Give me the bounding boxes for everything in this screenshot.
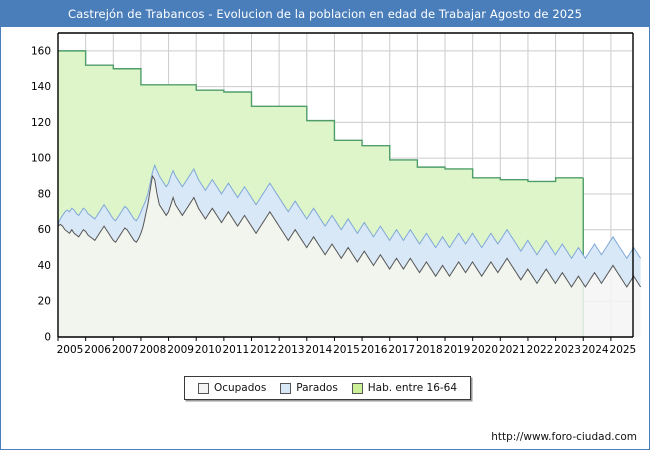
y-axis-tick-label: 160: [31, 45, 51, 57]
page-title: Castrejón de Trabancos - Evolucion de la…: [68, 7, 582, 21]
legend-item-ocupados: Ocupados: [197, 382, 267, 394]
y-axis-tick-label: 20: [38, 296, 51, 308]
x-axis-tick-label: 2014: [305, 344, 332, 356]
x-axis-tick-label: 2020: [471, 344, 498, 356]
x-axis-tick-label: 2021: [499, 344, 526, 356]
x-axis-tick-label: 2016: [361, 344, 388, 356]
y-axis-tick-label: 100: [31, 153, 51, 165]
x-axis-tick-label: 2010: [195, 344, 222, 356]
legend-label-parados: Parados: [296, 382, 338, 394]
legend-swatch-ocupados: [197, 382, 209, 394]
x-axis-tick-label: 2024: [582, 344, 609, 356]
x-axis-tick-label: 2022: [527, 344, 554, 356]
legend-item-habitantes: Hab. entre 16-64: [351, 382, 458, 394]
y-axis-tick-label: 120: [31, 117, 51, 129]
x-axis-tick-label: 2007: [112, 344, 139, 356]
legend-swatch-parados: [280, 382, 292, 394]
x-axis-tick-label: 2008: [140, 344, 167, 356]
legend-label-habitantes: Hab. entre 16-64: [367, 382, 458, 394]
x-axis-tick-label: 2009: [167, 344, 194, 356]
x-axis-tick-label: 2018: [416, 344, 443, 356]
legend-label-ocupados: Ocupados: [213, 382, 267, 394]
x-axis-tick-label: 2011: [222, 344, 249, 356]
chart-legend: Ocupados Parados Hab. entre 16-64: [184, 376, 471, 400]
y-axis-tick-label: 140: [31, 81, 51, 93]
legend-swatch-habitantes: [351, 382, 363, 394]
x-axis-tick-label: 2019: [444, 344, 471, 356]
y-axis-tick-label: 0: [44, 332, 51, 344]
x-axis-tick-label: 2005: [57, 344, 84, 356]
x-axis-tick-label: 2006: [84, 344, 111, 356]
plot-container: FORO-CIUDAD.COM 020406080100120140160200…: [1, 27, 649, 425]
x-axis-tick-label: 2012: [250, 344, 277, 356]
source-url: http://www.foro-ciudad.com: [491, 431, 637, 443]
y-axis-tick-label: 60: [38, 224, 51, 236]
x-axis-tick-label: 2023: [554, 344, 581, 356]
x-axis-tick-label: 2013: [278, 344, 305, 356]
window-title-bar: Castrejón de Trabancos - Evolucion de la…: [1, 1, 649, 27]
legend-item-parados: Parados: [280, 382, 338, 394]
x-axis-tick-label: 2015: [333, 344, 360, 356]
population-chart: 0 20 40 60 80 100 120 140 160 2005 2006 2007 2008 200…: [31, 32, 642, 356]
y-axis-tick-label: 40: [38, 260, 51, 272]
y-axis-tick-label: 80: [38, 188, 51, 200]
x-axis-tick-label: 2025: [610, 344, 637, 356]
x-axis-tick-label: 2017: [388, 344, 415, 356]
